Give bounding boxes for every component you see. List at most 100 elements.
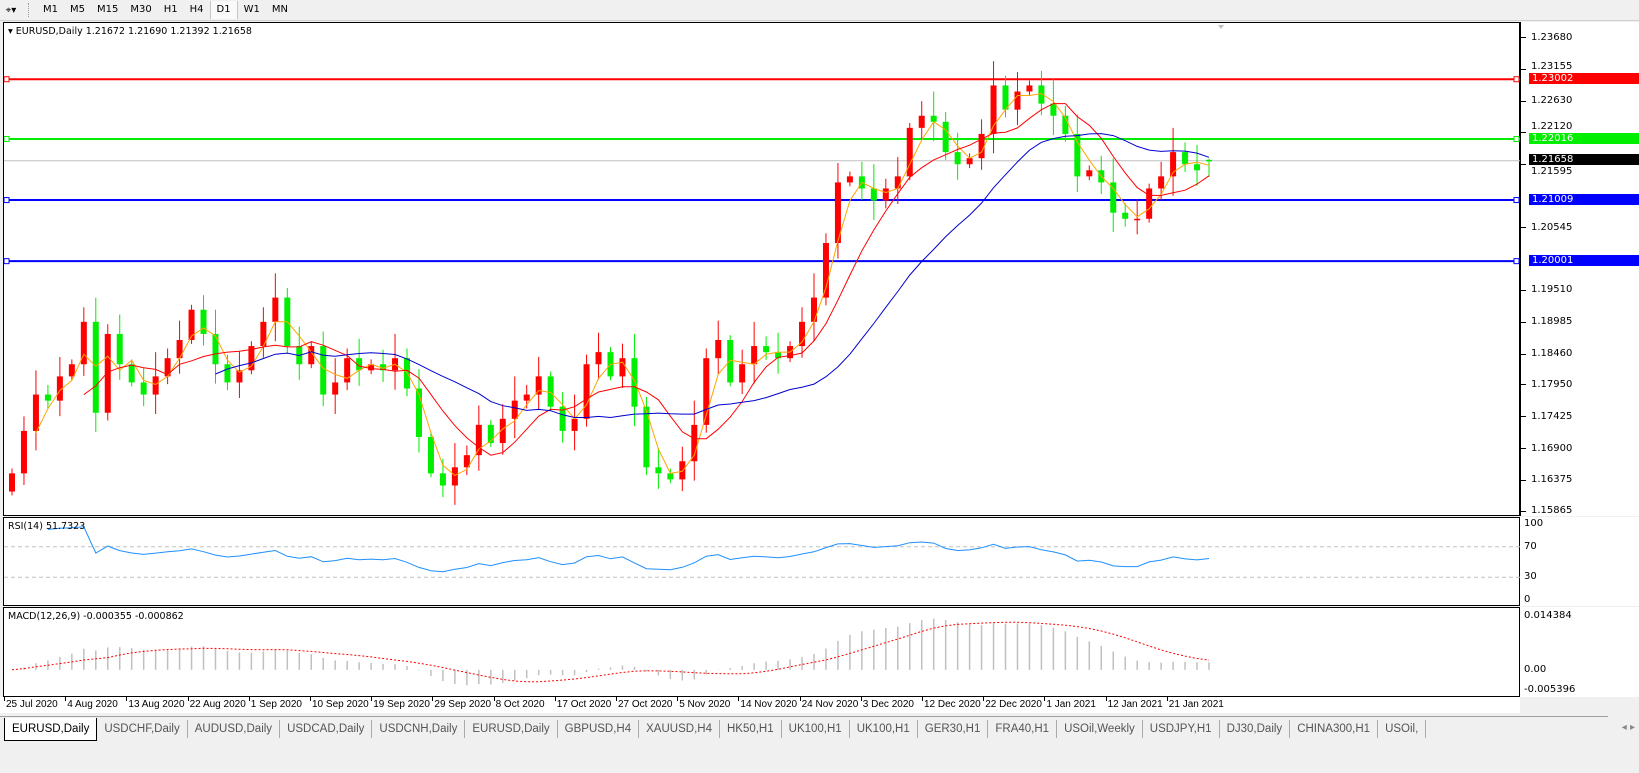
candle: [368, 359, 375, 375]
chart-tab[interactable]: UK100,H1: [850, 720, 918, 738]
level-handle[interactable]: [1513, 258, 1520, 265]
chart-tab[interactable]: AUDUSD,Daily: [188, 720, 281, 738]
candle: [535, 356, 542, 411]
candle: [679, 446, 686, 492]
timeframe-m1-button[interactable]: M1: [43, 4, 58, 15]
candle: [595, 332, 602, 380]
date-tick: [983, 697, 985, 701]
chart-tab[interactable]: EURUSD,Daily: [465, 720, 558, 738]
candle-body: [595, 352, 602, 365]
candle-body: [846, 176, 853, 183]
price-tick: [1521, 37, 1526, 39]
candle-body: [68, 364, 75, 377]
level-handle[interactable]: [4, 76, 10, 83]
chart-tab[interactable]: XAUUSD,H4: [639, 720, 720, 738]
price-tick-label: 1.16900: [1531, 442, 1573, 454]
candle-body: [535, 376, 542, 395]
candle: [9, 468, 15, 496]
candle-body: [511, 400, 518, 419]
timeframe-m30-button[interactable]: M30: [130, 4, 152, 15]
candle-body: [1002, 85, 1009, 110]
chart-tab[interactable]: UK100,H1: [782, 720, 850, 738]
candle: [427, 432, 434, 478]
chart-tab[interactable]: CHINA300,H1: [1290, 720, 1379, 738]
chart-tab[interactable]: HK50,H1: [720, 720, 782, 738]
candle: [20, 416, 27, 485]
rsi-title: RSI(14) 51.7323: [8, 521, 86, 532]
candle-body: [834, 182, 841, 244]
chart-tab[interactable]: FRA40,H1: [988, 720, 1058, 738]
timeframe-h1-button[interactable]: H1: [163, 4, 178, 15]
candle: [32, 370, 39, 451]
toolbar-separator: [28, 3, 31, 17]
candle-body: [128, 364, 135, 383]
candle: [739, 349, 746, 395]
candle-body: [487, 424, 494, 444]
candle: [930, 91, 937, 142]
timeframe-m15-button[interactable]: M15: [97, 4, 119, 15]
macd-tick-label: -0.005396: [1524, 684, 1576, 695]
chart-tab[interactable]: USOil,Weekly: [1057, 720, 1143, 738]
chart-tab[interactable]: USOil,: [1378, 720, 1427, 738]
candle: [236, 350, 243, 398]
candle: [1074, 114, 1081, 192]
candle: [1170, 127, 1177, 196]
date-tick-label: 10 Sep 2020: [312, 699, 369, 710]
crosshair-tool-icon[interactable]: ⌖▾: [5, 4, 17, 16]
level-handle[interactable]: [4, 197, 10, 204]
symbol-ohlc: EURUSD,Daily 1.21672 1.21690 1.21392 1.2…: [15, 26, 252, 37]
candle: [703, 348, 710, 433]
chart-tab[interactable]: GBPUSD,H4: [558, 720, 640, 738]
candle: [571, 394, 578, 451]
date-tick: [310, 697, 311, 701]
level-handle[interactable]: [1513, 197, 1520, 204]
candle: [1062, 106, 1069, 142]
level-handle[interactable]: [1513, 136, 1520, 143]
candle: [942, 112, 949, 160]
candle-body: [439, 473, 446, 486]
main-chart-panel[interactable]: ▾ EURUSD,Daily 1.21672 1.21690 1.21392 1…: [3, 22, 1521, 516]
rsi-panel[interactable]: RSI(14) 51.7323: [3, 517, 1521, 606]
candle: [894, 156, 901, 204]
chart-tab[interactable]: DJ30,Daily: [1220, 720, 1291, 738]
candle: [954, 132, 961, 180]
level-handle[interactable]: [1513, 76, 1520, 83]
chart-tab[interactable]: EURUSD,Daily: [4, 717, 98, 741]
candle: [1014, 72, 1021, 126]
date-tick: [187, 697, 189, 701]
timeframe-w1-button[interactable]: W1: [243, 4, 260, 15]
candle: [463, 445, 470, 476]
candle-body: [870, 188, 877, 201]
candle-body: [810, 297, 817, 322]
candle: [655, 447, 662, 489]
macd-panel[interactable]: MACD(12,26,9) -0.000355 -0.000862: [3, 607, 1520, 697]
candle: [487, 420, 494, 447]
price-tick: [1521, 510, 1526, 512]
timeframe-mn-button[interactable]: MN: [271, 4, 288, 15]
chart-tab[interactable]: USDCNH,Daily: [372, 720, 466, 738]
timeframe-d1-button[interactable]: D1: [209, 1, 238, 19]
date-tick: [1105, 697, 1107, 701]
collapse-arrow-icon[interactable]: ▾: [8, 26, 16, 37]
candle-body: [822, 243, 829, 298]
chart-tab[interactable]: USDCAD,Daily: [280, 720, 373, 738]
date-tick-label: 4 Aug 2020: [67, 699, 118, 710]
timeframe-h4-button[interactable]: H4: [189, 4, 204, 15]
rsi-tick-label: 100: [1524, 518, 1544, 529]
timeframe-m5-button[interactable]: M5: [70, 4, 85, 15]
candle-body: [44, 394, 51, 401]
date-tick: [616, 697, 617, 701]
candle-body: [727, 340, 734, 383]
price-tick-label: 1.16375: [1531, 474, 1573, 486]
chart-tab[interactable]: USDCHF,Daily: [97, 720, 188, 738]
candle-body: [1050, 103, 1057, 116]
rsi-tick-label: 70: [1524, 540, 1537, 552]
tab-scroll-arrows[interactable]: ◂ ▸: [1621, 722, 1635, 733]
date-tick-label: 17 Oct 2020: [556, 699, 612, 710]
chart-tab[interactable]: GER30,H1: [918, 720, 989, 738]
chart-shift-marker-icon[interactable]: [1218, 25, 1224, 29]
level-handle[interactable]: [4, 136, 10, 143]
date-tick-label: 22 Aug 2020: [189, 699, 246, 710]
level-handle[interactable]: [4, 258, 10, 265]
chart-tab[interactable]: USDJPY,H1: [1143, 720, 1220, 738]
